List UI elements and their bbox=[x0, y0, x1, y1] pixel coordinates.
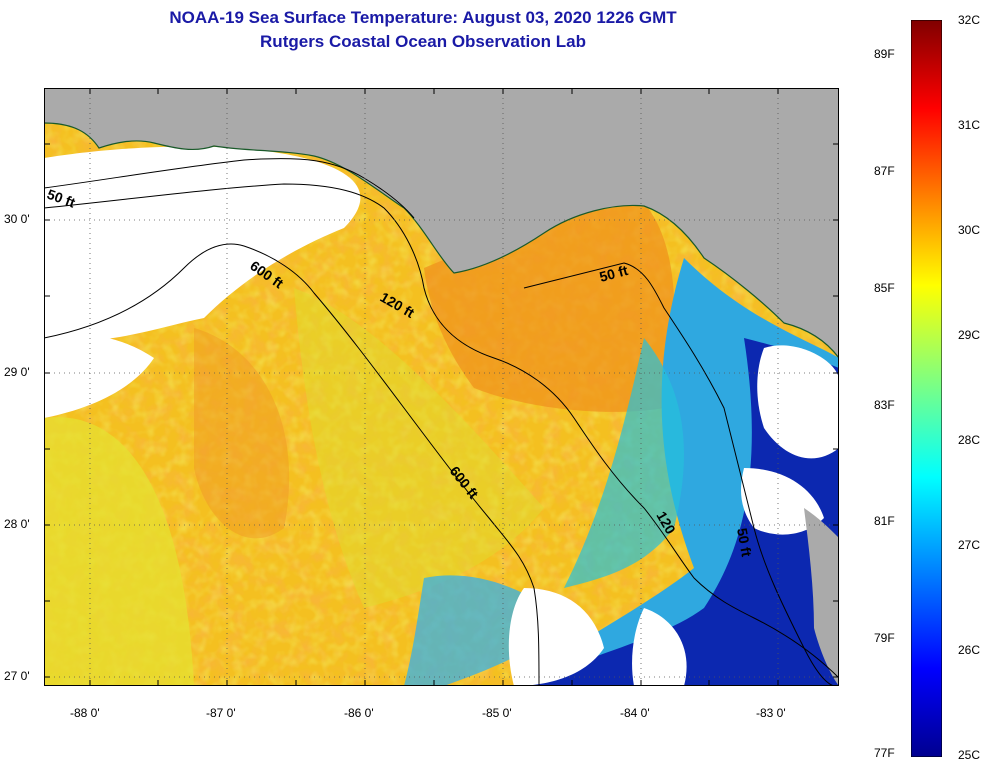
contour-label-50ft-se: 50 ft bbox=[734, 527, 755, 558]
colorbar-celsius-label: 30C bbox=[958, 223, 981, 237]
lon-tick-label: -87 0' bbox=[206, 706, 236, 720]
lon-tick-label: -83 0' bbox=[756, 706, 786, 720]
colorbar-fahrenheit-label: 79F bbox=[874, 631, 895, 645]
cloud-south bbox=[508, 588, 604, 686]
sst-map: 50 ft 600 ft 120 ft 50 ft 600 ft 120 50 … bbox=[44, 88, 839, 686]
contour-50ft-east bbox=[523, 262, 835, 686]
lon-tick-label: -86 0' bbox=[344, 706, 374, 720]
lon-tick-label: -84 0' bbox=[620, 706, 650, 720]
cloud-nw bbox=[44, 146, 361, 341]
color-gradient bbox=[911, 20, 942, 757]
colorbar-celsius-label: 27C bbox=[958, 538, 981, 552]
colorbar-fahrenheit-label: 83F bbox=[874, 398, 895, 412]
colorbar-celsius-label: 25C bbox=[958, 748, 981, 762]
contour-label-50ft-east: 50 ft bbox=[598, 262, 630, 285]
land bbox=[44, 88, 839, 358]
contour-600ft bbox=[44, 243, 540, 686]
colorbar-celsius-label: 26C bbox=[958, 643, 981, 657]
map-frame bbox=[44, 88, 839, 686]
cloud-se bbox=[632, 608, 687, 686]
coastline bbox=[44, 122, 839, 359]
colorbar-fahrenheit-label: 81F bbox=[874, 514, 895, 528]
lat-tick-label: 29 0' bbox=[4, 365, 30, 379]
contour-50ft-west bbox=[44, 158, 415, 219]
colorbar-fahrenheit-label: 89F bbox=[874, 47, 895, 61]
cloud-east bbox=[741, 468, 824, 535]
chart-subtitle: Rutgers Coastal Ocean Observation Lab bbox=[260, 32, 586, 51]
lon-tick-label: -85 0' bbox=[482, 706, 512, 720]
colorbar-fahrenheit-label: 85F bbox=[874, 281, 895, 295]
color-scale-bar bbox=[911, 20, 942, 757]
lat-tick-label: 30 0' bbox=[4, 212, 30, 226]
colorbar-celsius-label: 31C bbox=[958, 118, 981, 132]
lat-tick-label: 28 0' bbox=[4, 517, 30, 531]
cold-water-east-deep bbox=[514, 338, 839, 686]
colorbar-celsius-label: 28C bbox=[958, 433, 981, 447]
frame-ticks bbox=[44, 88, 839, 686]
chart-title: NOAA-19 Sea Surface Temperature: August … bbox=[169, 8, 677, 27]
yellow-central bbox=[294, 288, 544, 608]
yellow-west bbox=[44, 417, 194, 686]
colorbar-celsius-label: 29C bbox=[958, 328, 981, 342]
lat-tick-label: 27 0' bbox=[4, 669, 30, 683]
colorbar-fahrenheit-label: 77F bbox=[874, 746, 895, 760]
cloud-west bbox=[44, 334, 154, 418]
lon-tick-label: -88 0' bbox=[70, 706, 100, 720]
orange-central bbox=[194, 328, 290, 539]
land-florida-south bbox=[804, 508, 839, 686]
colorbar-fahrenheit-label: 87F bbox=[874, 164, 895, 178]
cyan-band bbox=[564, 338, 684, 588]
colorbar-celsius-label: 32C bbox=[958, 13, 981, 27]
contour-120ft bbox=[44, 183, 839, 679]
